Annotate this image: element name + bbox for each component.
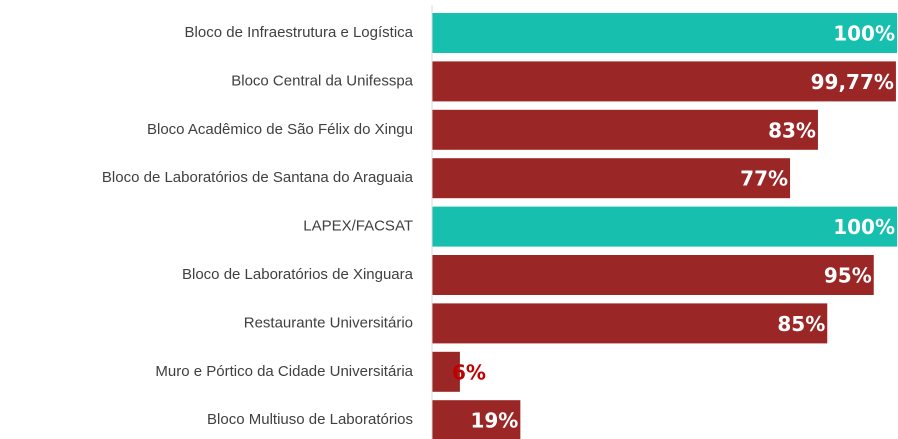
value-label: 77% [740, 167, 788, 191]
bar [432, 255, 874, 295]
category-label: LAPEX/FACSAT [303, 218, 413, 235]
category-label: Bloco de Infraestrutura e Logística [185, 24, 414, 41]
bar [432, 351, 460, 392]
category-label: Bloco Acadêmico de São Félix do Xingu [147, 121, 413, 138]
bar [432, 400, 521, 439]
category-label: Bloco Central da Unifesspa [231, 72, 413, 89]
value-label: 83% [768, 118, 816, 142]
value-label: 19% [470, 409, 518, 433]
bar [432, 303, 828, 344]
category-label: Bloco de Laboratórios de Santana do Arag… [102, 169, 414, 186]
value-label: 100% [833, 22, 895, 46]
value-label: 85% [777, 312, 825, 336]
value-label: 99,77% [811, 70, 894, 94]
bar [432, 13, 897, 53]
category-label: Bloco de Laboratórios de Xinguara [182, 266, 414, 283]
bar [432, 206, 897, 247]
value-label: 6% [452, 360, 486, 384]
category-label: Muro e Pórtico da Cidade Universitária [155, 363, 413, 380]
category-label: Bloco Multiuso de Laboratórios [207, 411, 413, 428]
category-label: Restaurante Universitário [244, 314, 413, 331]
bar [432, 61, 896, 102]
bar [432, 109, 818, 150]
bar [432, 158, 791, 199]
value-label: 100% [833, 215, 895, 239]
value-label: 95% [824, 264, 872, 288]
